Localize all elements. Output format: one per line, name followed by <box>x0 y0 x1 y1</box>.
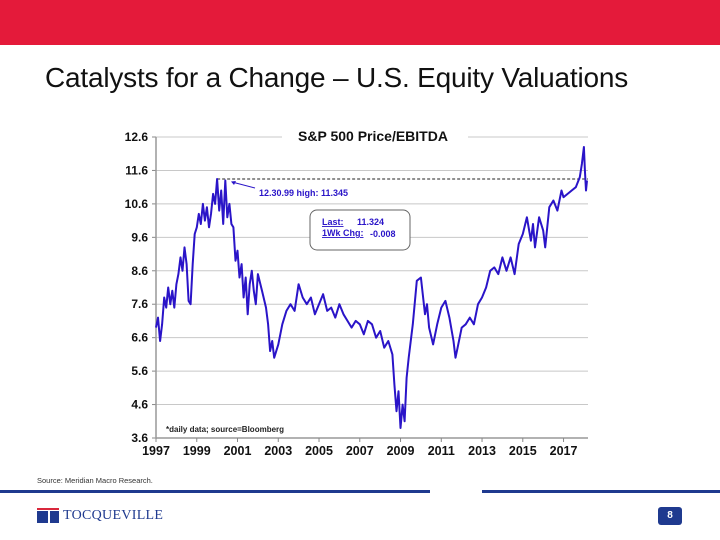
reference-line-group <box>217 178 588 189</box>
info-last-label: Last: <box>322 217 344 227</box>
logo-mark-icon <box>37 508 59 524</box>
y-tick-label: 3.6 <box>131 431 148 445</box>
annotation-arrowhead <box>231 181 236 185</box>
page-number: 8 <box>658 507 682 525</box>
y-tick-label: 5.6 <box>131 364 148 378</box>
x-tick-label: 2009 <box>387 444 415 458</box>
y-tick-label: 6.6 <box>131 331 148 345</box>
x-tick-label: 2013 <box>468 444 496 458</box>
reference-label: 12.30.99 high: 11.345 <box>259 188 348 198</box>
source-note: Source: Meridian Macro Research. <box>37 476 153 485</box>
y-tick-label: 7.6 <box>131 297 148 311</box>
series-layer <box>155 146 588 429</box>
x-tick-label: 1999 <box>183 444 211 458</box>
x-tick-label: 1997 <box>142 444 170 458</box>
x-tick-label: 2007 <box>346 444 374 458</box>
gridlines <box>156 136 588 406</box>
x-tick-label: 2015 <box>509 444 537 458</box>
slide-title: Catalysts for a Change – U.S. Equity Val… <box>45 62 629 93</box>
series-line <box>155 146 588 429</box>
chart: S&P 500 Price/EBITDA 3.6 4.6 5.6 6.6 7.6 8.6 9.… <box>125 128 588 458</box>
tocqueville-logo: TOCQUEVILLE <box>37 508 163 524</box>
y-tick-label: 9.6 <box>131 230 148 244</box>
labels: S&P 500 Price/EBITDA 3.6 4.6 5.6 6.6 7.6 8.6 9.… <box>125 128 578 458</box>
info-last-value: 11.324 <box>357 217 384 227</box>
annotation-arrow <box>231 181 256 189</box>
x-tick-label: 2017 <box>550 444 578 458</box>
footer-rule-left <box>0 490 430 493</box>
y-tick-label: 12.6 <box>125 130 149 144</box>
y-tick-label: 11.6 <box>125 163 148 177</box>
header-band <box>0 0 720 45</box>
x-tick-label: 2003 <box>264 444 292 458</box>
info-chg-value: -0.008 <box>370 229 396 239</box>
y-tick-label: 10.6 <box>125 197 149 211</box>
x-tick-label: 2005 <box>305 444 333 458</box>
info-box <box>309 209 411 251</box>
logo-text: TOCQUEVILLE <box>63 508 164 523</box>
x-tick-label: 2001 <box>224 444 252 458</box>
axes <box>152 136 588 442</box>
y-tick-label: 8.6 <box>131 264 148 278</box>
x-tick-label: 2011 <box>428 444 455 458</box>
chart-footnote: *daily data; source=Bloomberg <box>166 425 284 434</box>
y-tick-label: 4.6 <box>131 398 148 412</box>
footer-rule-right <box>482 490 720 493</box>
chart-title: S&P 500 Price/EBITDA <box>298 128 448 144</box>
info-chg-label: 1Wk Chg: <box>322 228 364 238</box>
